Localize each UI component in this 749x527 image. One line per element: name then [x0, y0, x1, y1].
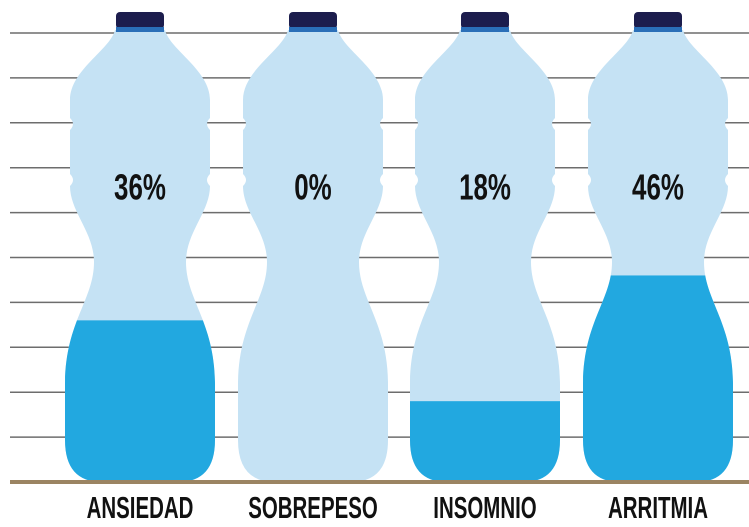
- bottle-cap: [289, 12, 337, 29]
- x-tick-label: ANSIEDAD: [87, 490, 194, 525]
- bottle-cap: [116, 12, 164, 29]
- bottle-fill: [65, 320, 215, 482]
- bottle-ring: [289, 27, 337, 32]
- value-label: 46%: [632, 167, 684, 207]
- bottle-ring: [461, 27, 509, 32]
- bottle-ring: [634, 27, 682, 32]
- bottle-fill: [583, 275, 733, 482]
- value-label: 0%: [294, 167, 332, 207]
- bottle-cap: [461, 12, 509, 29]
- x-tick-label: ARRITMIA: [608, 490, 708, 525]
- bottle-cap: [634, 12, 682, 29]
- bottle: [238, 30, 388, 482]
- x-tick-label: SOBREPESO: [248, 490, 378, 525]
- x-tick-label: INSOMNIO: [433, 490, 536, 525]
- value-label: 36%: [114, 167, 166, 207]
- value-label: 18%: [459, 167, 511, 207]
- bottle: [410, 30, 560, 482]
- bottle-fill: [410, 401, 560, 482]
- bottle-ring: [116, 27, 164, 32]
